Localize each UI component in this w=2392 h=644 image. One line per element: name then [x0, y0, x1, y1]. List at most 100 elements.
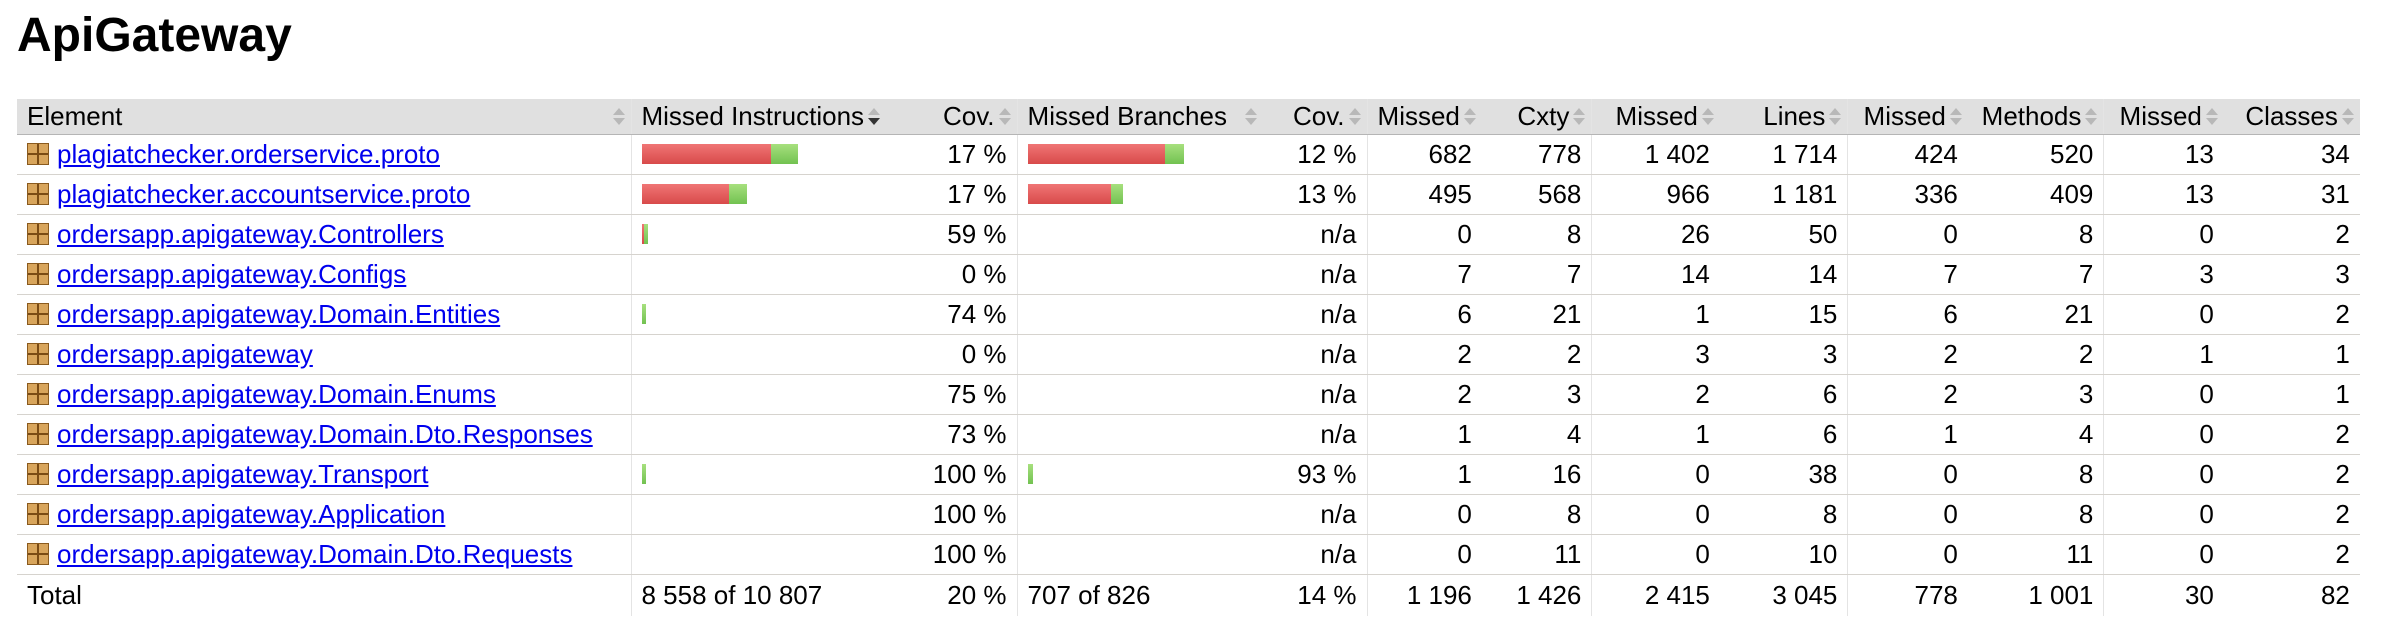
cxty: 4	[1481, 414, 1592, 455]
sort-icon[interactable]	[1949, 108, 1962, 126]
package-link[interactable]: ordersapp.apigateway.Transport	[57, 458, 429, 489]
sort-icon[interactable]	[1463, 108, 1476, 126]
instructions-cov: 0 %	[886, 334, 1018, 375]
package-icon	[27, 143, 49, 165]
cxty-missed: 2	[1366, 334, 1482, 375]
classes-missed: 0	[2103, 494, 2224, 535]
sort-icon[interactable]	[1573, 108, 1586, 126]
instructions-cov: 100 %	[886, 534, 1018, 575]
package-icon	[27, 543, 49, 565]
column-header-lines-missed[interactable]: Missed	[1591, 99, 1720, 135]
lines: 50	[1719, 214, 1848, 255]
element-cell: plagiatchecker.orderservice.proto	[17, 134, 631, 175]
sort-icon[interactable]	[1701, 108, 1714, 126]
package-link[interactable]: plagiatchecker.accountservice.proto	[57, 178, 471, 209]
instructions-cov: 59 %	[886, 214, 1018, 255]
missed-instructions-bar	[630, 254, 887, 295]
sort-icon[interactable]	[1348, 108, 1361, 126]
column-header-branches-cov[interactable]: Cov.	[1263, 99, 1368, 135]
sort-icon[interactable]	[1829, 108, 1842, 126]
column-header-label: Cov.	[1293, 100, 1345, 131]
package-link[interactable]: ordersapp.apigateway	[57, 338, 313, 369]
branches-cov: n/a	[1263, 494, 1368, 535]
branches-cov: n/a	[1263, 414, 1368, 455]
classes: 31	[2223, 174, 2360, 215]
package-link[interactable]: ordersapp.apigateway.Domain.Enums	[57, 378, 496, 409]
lines: 6	[1719, 374, 1848, 415]
column-header-cxty-missed[interactable]: Missed	[1366, 99, 1482, 135]
package-link[interactable]: plagiatchecker.orderservice.proto	[57, 138, 440, 169]
missed-instructions-bar	[630, 134, 887, 175]
column-header-label: Missed	[2119, 100, 2202, 131]
instructions-cov: 100 %	[886, 494, 1018, 535]
column-header-classes-missed[interactable]: Missed	[2103, 99, 2224, 135]
column-header-missed-branches[interactable]: Missed Branches	[1016, 99, 1264, 135]
total-lines: 3 045	[1772, 579, 1838, 610]
methods: 3	[1967, 374, 2104, 415]
column-header-lines[interactable]: Lines	[1719, 99, 1848, 135]
missed-branches-bar	[1016, 174, 1264, 215]
covered-bar-segment	[1164, 144, 1184, 164]
total-methods-missed: 778	[1847, 574, 1968, 616]
column-header-label: Lines	[1763, 100, 1826, 131]
total-classes-missed: 30	[2103, 574, 2224, 616]
missed-branches-bar	[1016, 454, 1264, 495]
methods: 409	[1967, 174, 2104, 215]
column-header-methods[interactable]: Methods	[1967, 99, 2104, 135]
column-header-methods-missed[interactable]: Missed	[1847, 99, 1968, 135]
total-classes: 82	[2320, 579, 2350, 610]
column-header-element[interactable]: Element	[17, 99, 631, 135]
package-link[interactable]: ordersapp.apigateway.Configs	[57, 258, 407, 289]
classes-missed: 13	[2103, 174, 2224, 215]
column-header-cxty[interactable]: Cxty	[1481, 99, 1592, 135]
lines: 1 714	[1719, 134, 1848, 175]
cxty: 2	[1481, 334, 1592, 375]
sort-icon[interactable]	[1245, 108, 1258, 126]
sort-icon[interactable]	[868, 108, 881, 126]
column-header-classes[interactable]: Classes	[2223, 99, 2360, 135]
classes: 1	[2223, 334, 2360, 375]
classes-missed: 0	[2103, 294, 2224, 335]
lines: 3	[1719, 334, 1848, 375]
cxty: 778	[1481, 134, 1592, 175]
lines: 8	[1719, 494, 1848, 535]
sort-icon[interactable]	[2205, 108, 2218, 126]
column-header-label: Missed	[1863, 100, 1946, 131]
cxty-missed: 7	[1366, 254, 1482, 295]
sort-icon[interactable]	[998, 108, 1011, 126]
column-header-missed-instructions[interactable]: Missed Instructions	[630, 99, 887, 135]
lines-missed: 26	[1591, 214, 1720, 255]
column-header-instructions-cov[interactable]: Cov.	[886, 99, 1018, 135]
classes: 3	[2223, 254, 2360, 295]
package-link[interactable]: ordersapp.apigateway.Controllers	[57, 218, 444, 249]
package-link[interactable]: ordersapp.apigateway.Domain.Dto.Requests	[57, 538, 573, 569]
methods: 8	[1967, 454, 2104, 495]
column-header-label: Cxty	[1517, 100, 1570, 131]
cxty: 11	[1481, 534, 1592, 575]
cxty: 7	[1481, 254, 1592, 295]
cxty-missed: 1	[1366, 454, 1482, 495]
methods: 8	[1967, 494, 2104, 535]
cxty-missed: 0	[1366, 214, 1482, 255]
package-link[interactable]: ordersapp.apigateway.Application	[57, 498, 446, 529]
sort-icon[interactable]	[612, 108, 625, 126]
package-link[interactable]: ordersapp.apigateway.Domain.Dto.Response…	[57, 418, 593, 449]
lines-missed: 2	[1591, 374, 1720, 415]
element-cell: ordersapp.apigateway.Application	[17, 494, 631, 535]
missed-instructions-bar	[630, 214, 887, 255]
total-branches-cov: 14 %	[1297, 579, 1357, 610]
package-link[interactable]: ordersapp.apigateway.Domain.Entities	[57, 298, 501, 329]
branches-cov: n/a	[1263, 254, 1368, 295]
lines: 15	[1719, 294, 1848, 335]
missed-instructions-bar	[630, 334, 887, 375]
sort-icon[interactable]	[2085, 108, 2098, 126]
table-row: ordersapp.apigateway.Configs 0 % n/a 7 7 14 14…	[17, 254, 2360, 295]
page-title: ApiGateway	[17, 9, 292, 62]
sort-icon[interactable]	[2341, 108, 2354, 126]
classes-missed: 13	[2103, 134, 2224, 175]
lines: 14	[1719, 254, 1848, 295]
lines: 38	[1719, 454, 1848, 495]
branches-cov: 13 %	[1263, 174, 1368, 215]
total-row: Total 8 558 of 10 807 20 % 707 of 826 14…	[17, 574, 2360, 616]
covered-bar-segment	[1027, 464, 1033, 484]
